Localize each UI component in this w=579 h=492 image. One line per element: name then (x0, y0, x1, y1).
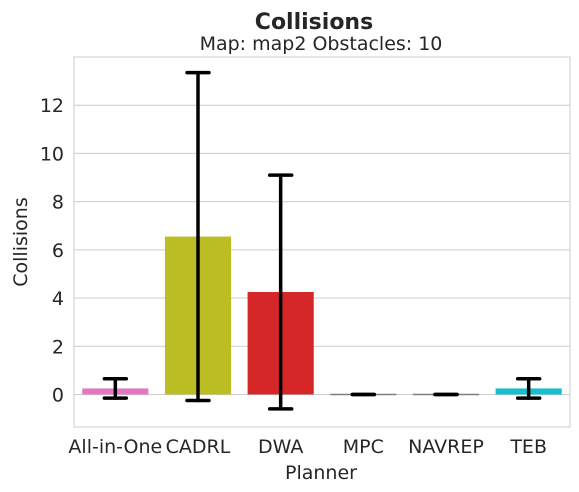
x-tick-label-cadrl: CADRL (166, 436, 231, 458)
chart-subtitle: Map: map2 Obstacles: 10 (200, 33, 443, 55)
error-bars (102, 70, 542, 411)
x-tick-label-navrep: NAVREP (408, 436, 484, 458)
x-tick-labels: All-in-One CADRL DWA MPC NAVREP TEB (68, 436, 547, 458)
y-tick-label-2: 2 (52, 336, 64, 358)
y-tick-label-4: 4 (52, 288, 64, 310)
y-axis-label: Collisions (10, 197, 32, 286)
y-tick-labels: 0 2 4 6 8 10 12 (40, 95, 64, 406)
chart-title: Collisions (255, 10, 373, 35)
x-tick-label-dwa: DWA (258, 436, 303, 458)
y-tick-label-12: 12 (40, 95, 64, 117)
y-tick-label-0: 0 (52, 384, 64, 406)
plot-frame (73, 56, 571, 428)
x-axis-label: Planner (285, 462, 357, 484)
bars (82, 236, 562, 396)
x-tick-label-teb: TEB (509, 436, 547, 458)
x-tick-label-mpc: MPC (343, 436, 384, 458)
y-gridlines (74, 104, 570, 395)
y-tick-label-8: 8 (52, 192, 64, 214)
y-tick-label-6: 6 (52, 240, 64, 262)
y-tick-label-10: 10 (40, 143, 64, 165)
x-tick-label-all-in-one: All-in-One (68, 436, 162, 458)
